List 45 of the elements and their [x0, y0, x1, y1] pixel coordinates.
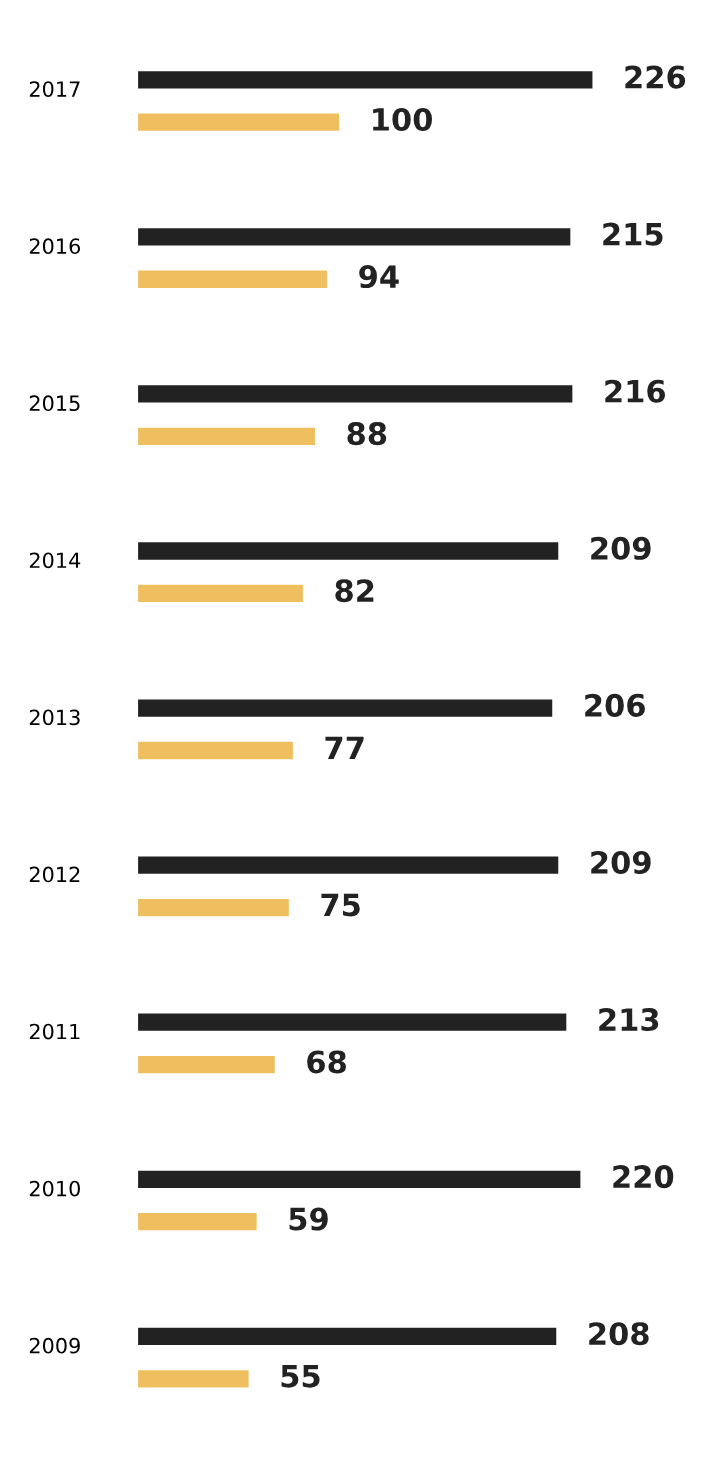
y-tick-label: 2011 — [29, 1023, 80, 1040]
y-tick-label: 2013 — [29, 709, 80, 726]
bar — [138, 1013, 567, 1031]
data-label: 82 — [335, 579, 374, 603]
bar — [138, 71, 593, 89]
data-label: 220 — [613, 1165, 674, 1189]
data-label: 206 — [585, 693, 645, 717]
data-label: 208 — [589, 1322, 649, 1346]
bar — [138, 856, 559, 874]
data-label: 100 — [373, 107, 432, 132]
data-label: 55 — [281, 1364, 320, 1388]
bar — [138, 427, 315, 445]
y-tick-label: 2009 — [29, 1337, 80, 1354]
bar — [138, 385, 573, 403]
bar — [138, 228, 571, 246]
y-tick-label: 2015 — [29, 395, 80, 412]
bar — [138, 1170, 581, 1188]
data-label: 209 — [591, 536, 651, 560]
bar — [138, 270, 328, 288]
y-tick-label: 2014 — [29, 552, 81, 569]
y-tick-label: 2017 — [29, 81, 80, 97]
bar — [138, 542, 559, 560]
data-label: 209 — [591, 850, 651, 875]
bar — [138, 741, 293, 760]
data-label: 77 — [325, 736, 364, 759]
bar — [138, 699, 553, 717]
bar — [138, 113, 340, 131]
bar — [138, 898, 289, 917]
data-label: 59 — [289, 1207, 328, 1231]
bar — [138, 584, 303, 603]
data-label: 75 — [321, 893, 360, 917]
data-label: 68 — [307, 1050, 346, 1074]
data-label: 215 — [603, 222, 663, 246]
y-tick-label: 2012 — [29, 866, 80, 883]
bar — [138, 1327, 557, 1346]
data-label: 88 — [347, 422, 387, 446]
y-tick-label: 2010 — [29, 1180, 80, 1197]
data-label: 213 — [599, 1007, 659, 1032]
data-label: 216 — [605, 379, 666, 403]
data-label: 94 — [359, 265, 399, 289]
y-tick-label: 2016 — [29, 238, 81, 255]
bar — [138, 1056, 275, 1074]
data-label: 226 — [625, 65, 686, 89]
bar — [138, 1370, 249, 1388]
bar — [138, 1213, 257, 1231]
